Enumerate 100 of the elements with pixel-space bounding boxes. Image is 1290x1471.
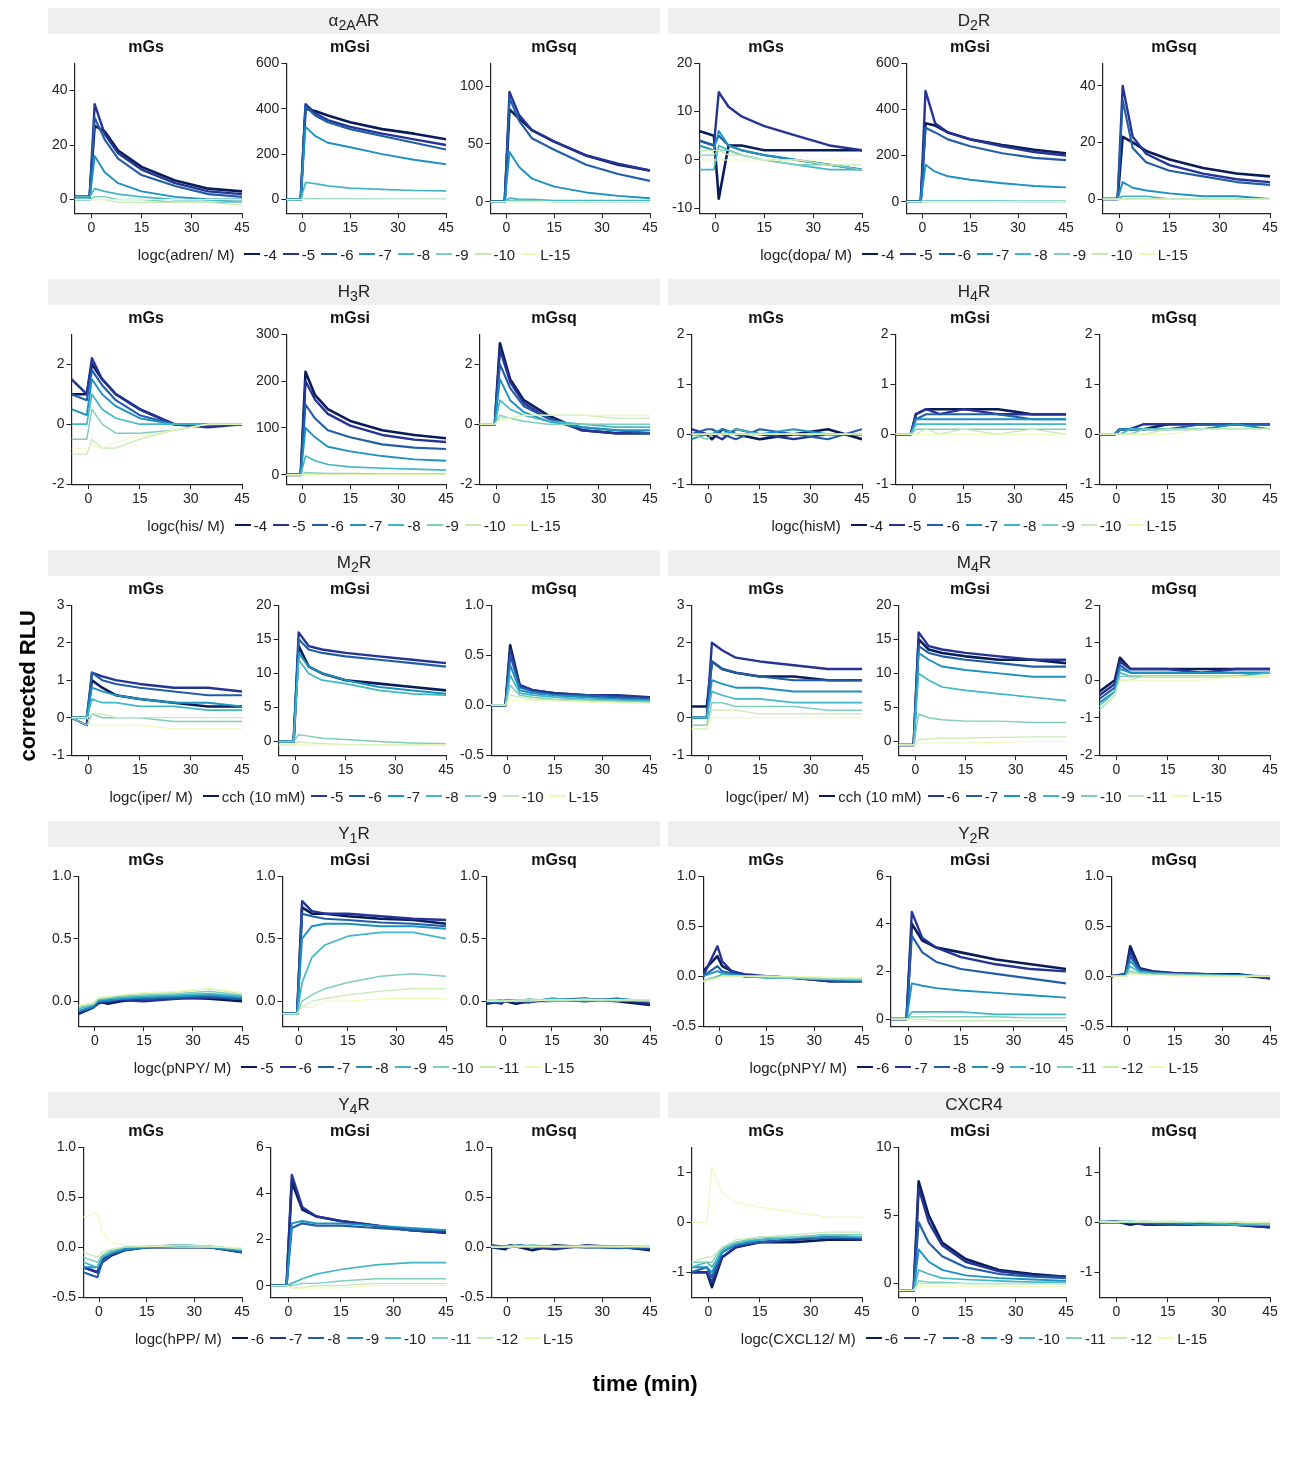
x-tick-label: 15	[953, 1032, 969, 1049]
legend-label: cch (10 mM)	[838, 787, 922, 805]
legend-label: -9	[1072, 245, 1087, 263]
y-tick-label: 600	[256, 54, 280, 71]
y-tick-label: 4	[255, 1184, 264, 1201]
chart-title: mGsi	[949, 580, 991, 598]
legend-title: logc(iper/ M)	[725, 787, 810, 805]
y-tick-label: 6	[875, 867, 884, 884]
legend-label: -6	[946, 516, 960, 534]
y-tick-label: -1	[876, 475, 889, 492]
legend-label: -10	[521, 787, 544, 805]
chart-title: mGs	[128, 851, 164, 869]
y-tick-label: 600	[876, 54, 900, 71]
x-tick-label: 30	[183, 219, 200, 236]
x-tick-label: 0	[492, 490, 501, 507]
y-tick-label: 0.0	[464, 696, 485, 713]
y-tick-label: 0.0	[459, 992, 480, 1009]
y-tick-label: 400	[876, 100, 900, 117]
x-tick-label: 0	[502, 219, 511, 236]
chart-subtitle: Y$_{4}$R	[48, 1092, 660, 1118]
legend-label: cch (10 mM)	[221, 787, 306, 805]
y-tick-label: 0.5	[464, 1188, 485, 1205]
chart-title: mGs	[128, 309, 164, 327]
y-tick-label: 2	[875, 962, 884, 979]
x-tick-label: 15	[756, 219, 773, 236]
x-tick-label: 0	[715, 1032, 724, 1049]
legend-label: -5	[260, 1058, 274, 1076]
legend-label: -6	[340, 245, 354, 263]
y-tick-label: 200	[256, 144, 280, 161]
y-tick-label: 0	[1087, 189, 1096, 206]
chart-subtitle: M$_{4}$R	[668, 550, 1280, 576]
legend-label: -8	[1034, 245, 1048, 263]
y-tick-label: -2	[460, 475, 473, 492]
legend-label: -7	[984, 787, 999, 805]
x-axis-title: time (min)	[591, 1371, 699, 1397]
x-tick-label: 0	[291, 761, 300, 778]
x-tick-label: 45	[234, 219, 250, 236]
chart-subtitle: Y$_{1}$R	[48, 821, 660, 847]
chart-title: mGsq	[1151, 38, 1197, 56]
chart-title: mGsq	[531, 580, 577, 598]
y-tick-label: -1	[1080, 475, 1093, 492]
y-tick-label: 0.5	[1084, 917, 1105, 934]
legend-title: logc(pNPY/ M)	[749, 1058, 848, 1076]
chart-title: mGs	[748, 1122, 784, 1140]
x-tick-label: 15	[751, 490, 768, 507]
x-tick-label: 45	[234, 761, 250, 778]
x-tick-label: 30	[387, 761, 404, 778]
x-tick-label: 0	[1112, 761, 1121, 778]
legend-title: logc(CXCL12/ M)	[740, 1329, 856, 1347]
legend-title: logc(hPP/ M)	[134, 1329, 222, 1347]
legend-label: -4	[263, 245, 277, 263]
legend-label: -8	[407, 516, 421, 534]
chart-title: mGsi	[949, 309, 991, 327]
x-tick-label: 30	[591, 490, 607, 507]
legend-label: -12	[1130, 1329, 1153, 1347]
chart-title: mGsq	[531, 38, 577, 56]
x-tick-label: 45	[1058, 219, 1074, 236]
x-tick-label: 15	[131, 490, 148, 507]
x-tick-label: 15	[539, 490, 556, 507]
y-tick-label: 0	[56, 415, 65, 432]
y-tick-label: 0	[684, 150, 693, 167]
x-tick-label: 45	[438, 490, 454, 507]
y-tick-label: -0.5	[1080, 1017, 1105, 1034]
x-tick-label: 30	[594, 761, 611, 778]
y-tick-label: 2	[1084, 325, 1093, 342]
x-tick-label: 15	[751, 761, 768, 778]
legend-label: -5	[908, 516, 922, 534]
legend-title: logc(dopa/ M)	[760, 245, 852, 263]
legend-label: -7	[914, 1058, 928, 1076]
y-tick-label: 100	[460, 77, 484, 94]
y-tick-label: -0.5	[460, 1288, 485, 1305]
y-tick-label: -1	[52, 746, 65, 763]
y-tick-label: 0	[59, 190, 68, 207]
x-tick-label: 15	[337, 761, 354, 778]
chart-title: mGs	[748, 38, 784, 56]
y-tick-label: 2	[56, 355, 65, 372]
x-tick-label: 15	[1161, 219, 1178, 236]
y-tick-label: 2	[464, 355, 473, 372]
legend-label: -7	[368, 516, 383, 534]
y-tick-label: 0	[880, 425, 889, 442]
legend-label: -12	[1121, 1058, 1144, 1076]
x-tick-label: 30	[1211, 1303, 1227, 1320]
legend-label: -8	[445, 787, 459, 805]
y-tick-label: -1	[672, 1263, 685, 1280]
chart-title: mGsq	[1151, 580, 1197, 598]
x-tick-label: 0	[704, 490, 713, 507]
legend-label: -8	[961, 1329, 975, 1347]
chart-title: mGsq	[531, 851, 577, 869]
x-tick-label: 45	[642, 219, 658, 236]
x-tick-label: 45	[438, 761, 454, 778]
legend-label: L-15	[568, 787, 599, 805]
legend-label: -5	[301, 245, 316, 263]
y-tick-label: 10	[255, 664, 272, 681]
y-tick-label: 0	[883, 732, 892, 749]
legend-label: -5	[330, 787, 344, 805]
y-tick-label: 40	[1079, 76, 1096, 93]
x-tick-label: 30	[1007, 1303, 1024, 1320]
y-tick-label: 0.5	[459, 929, 480, 946]
y-tick-label: 0.5	[56, 1188, 77, 1205]
x-tick-label: 30	[1211, 490, 1227, 507]
